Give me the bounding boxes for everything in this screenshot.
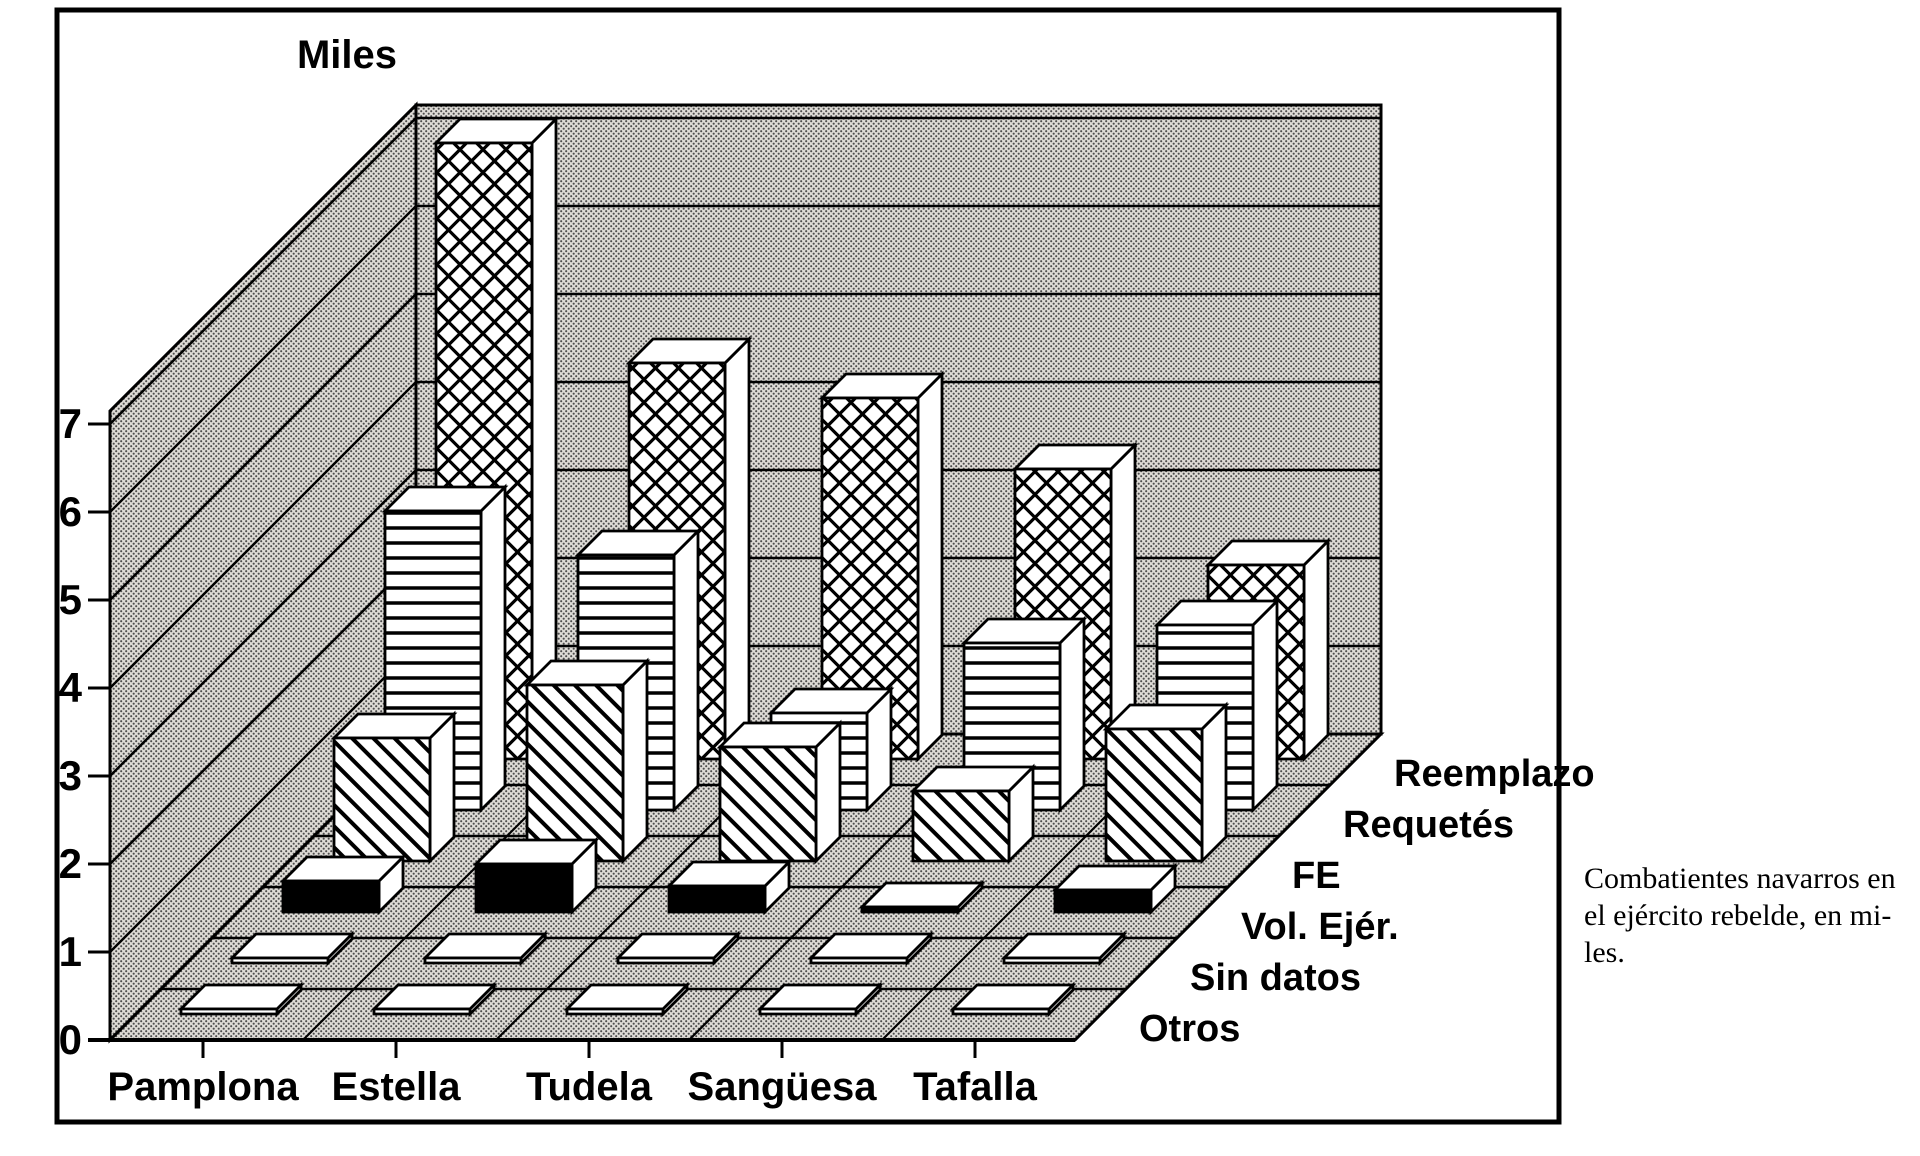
bar-Sin datos-Pamplona [228,930,356,967]
bar-FE-Tafalla [1102,701,1230,865]
x-axis-tick-labels: Pamplona Estella Tudela Sangüesa Tafalla [107,1065,1037,1109]
bar-side-face [1251,597,1279,814]
bar-front-face [372,1007,472,1016]
bar-front-face [1104,727,1204,863]
bar-Otros-Estella [370,981,498,1018]
bar-front-face [474,862,574,914]
y-axis-tick-labels: 0 1 2 3 4 5 6 7 [59,400,83,1063]
bar-Sin datos-Tafalla [1000,930,1128,967]
bar-Reemplazo-Tudela [818,370,946,763]
bar-front-face [820,396,920,761]
bar-side-face [1058,615,1086,814]
series-labels: Reemplazo Requetés FE Vol. Ejér. Sin dat… [1139,753,1595,1050]
y-axis-title: Miles [297,33,397,77]
bar-front-face [860,905,960,914]
bar-Otros-Tudela [563,981,691,1018]
bar-FE-Sangüesa [909,763,1037,865]
bar-FE-Pamplona [330,710,458,865]
x-tick-sanguesa: Sangüesa [688,1065,878,1109]
y-tick-2: 2 [59,840,82,887]
bar-front-face [758,1007,858,1016]
figure-caption: Combatientes navarros en el ejército reb… [1584,862,1896,969]
x-tick-tafalla: Tafalla [913,1065,1038,1109]
bar-Vol. Ejér.-Sangüesa [858,879,986,916]
x-tick-estella: Estella [332,1065,462,1109]
bar-front-face [423,956,523,965]
bar-Sin datos-Sangüesa [807,930,935,967]
series-label-otros: Otros [1139,1008,1240,1050]
series-label-vol-ejer: Vol. Ejér. [1241,906,1399,948]
y-tick-1: 1 [59,928,82,975]
bar-side-face [723,335,751,763]
bar3d-scene [88,101,1385,1058]
bar-Otros-Pamplona [177,981,305,1018]
caption-line-3: les. [1584,936,1625,969]
y-tick-5: 5 [59,576,82,623]
bar-front-face [616,956,716,965]
bar-Vol. Ejér.-Estella [472,836,600,916]
wall-gridline [109,557,417,865]
bar-front-face [525,683,625,863]
bar-front-face [1002,956,1102,965]
series-label-requetes: Requetés [1343,804,1514,846]
bar-Vol. Ejér.-Pamplona [279,853,407,916]
y-tick-4: 4 [59,664,83,711]
wall-gridline [109,469,417,777]
bar-Vol. Ejér.-Tudela [665,858,793,916]
bar-front-face [281,879,381,914]
bar-side-face [479,483,507,814]
bar-side-face [672,527,700,814]
wall-gridline [109,381,417,689]
bar-front-face [1053,888,1153,914]
bar-Sin datos-Tudela [614,930,742,967]
bar-front-face [230,956,330,965]
bar-FE-Tudela [716,719,844,865]
x-tick-pamplona: Pamplona [107,1065,299,1109]
bar-side-face [1200,701,1228,865]
bar-side-face [1302,537,1330,763]
wall-gridline [109,293,417,601]
bar-front-face [179,1007,279,1016]
series-label-fe: FE [1292,855,1341,897]
bar-Vol. Ejér.-Tafalla [1051,862,1179,916]
caption-line-1: Combatientes navarros en [1584,862,1896,895]
series-label-reemplazo: Reemplazo [1394,753,1595,795]
bar-front-face [667,884,767,914]
bar-side-face [621,657,649,865]
bar-Sin datos-Estella [421,930,549,967]
wall-gridline [109,645,417,953]
y-tick-7: 7 [59,400,82,447]
caption-line-2: el ejército rebelde, en mi- [1584,899,1891,932]
bar-front-face [951,1007,1051,1016]
bar-front-face [332,736,432,863]
wall-gridline [109,117,417,425]
bar-front-face [911,789,1011,863]
y-tick-3: 3 [59,752,82,799]
x-tick-tudela: Tudela [526,1065,653,1109]
series-label-sin-datos: Sin datos [1190,957,1361,999]
wall-gridline [109,205,417,513]
bar-Otros-Sangüesa [756,981,884,1018]
bar-front-face [718,745,818,863]
bar-Otros-Tafalla [949,981,1077,1018]
bar-front-face [809,956,909,965]
y-tick-6: 6 [59,488,82,535]
bar-FE-Estella [523,657,651,865]
y-tick-0: 0 [59,1016,82,1063]
bar-side-face [916,370,944,763]
bar-front-face [565,1007,665,1016]
